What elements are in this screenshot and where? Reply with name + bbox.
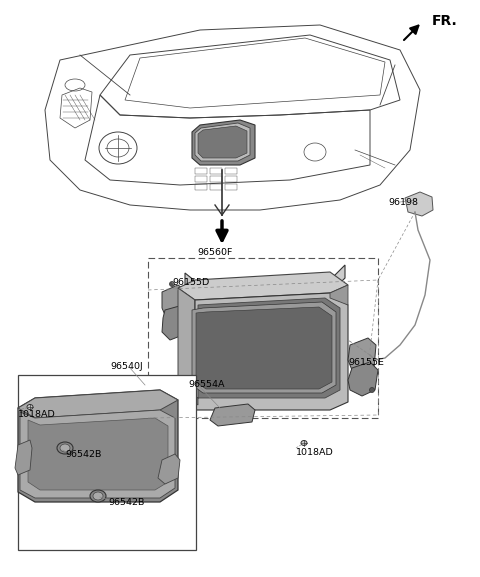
Text: 96198: 96198 xyxy=(388,198,418,207)
Bar xyxy=(225,176,237,182)
Polygon shape xyxy=(18,390,178,502)
Bar xyxy=(210,168,222,174)
Text: 96554A: 96554A xyxy=(188,380,225,389)
Polygon shape xyxy=(18,390,178,418)
Bar xyxy=(195,168,207,174)
Text: 1018AD: 1018AD xyxy=(296,448,334,457)
Circle shape xyxy=(370,388,374,392)
Bar xyxy=(210,176,222,182)
Ellipse shape xyxy=(93,492,103,500)
Polygon shape xyxy=(330,285,348,305)
Polygon shape xyxy=(405,192,433,216)
Text: 96542B: 96542B xyxy=(108,498,144,507)
Bar xyxy=(148,258,378,418)
Text: FR.: FR. xyxy=(432,14,458,28)
Polygon shape xyxy=(28,418,168,490)
Polygon shape xyxy=(185,298,340,405)
Polygon shape xyxy=(178,272,348,300)
Polygon shape xyxy=(178,293,348,410)
Bar xyxy=(225,168,237,174)
Polygon shape xyxy=(185,280,345,400)
Bar xyxy=(225,184,237,190)
Polygon shape xyxy=(195,123,250,161)
Circle shape xyxy=(169,282,175,287)
Bar xyxy=(210,184,222,190)
Polygon shape xyxy=(348,338,376,375)
Polygon shape xyxy=(162,305,187,340)
Polygon shape xyxy=(178,288,195,400)
Polygon shape xyxy=(158,454,180,484)
Polygon shape xyxy=(196,307,332,389)
Polygon shape xyxy=(192,302,336,393)
Bar xyxy=(18,375,196,550)
Text: 96155D: 96155D xyxy=(172,278,209,287)
Ellipse shape xyxy=(60,444,70,452)
Bar xyxy=(195,184,207,190)
Ellipse shape xyxy=(90,490,106,502)
Ellipse shape xyxy=(301,440,307,445)
Bar xyxy=(195,176,207,182)
Polygon shape xyxy=(348,362,378,396)
Polygon shape xyxy=(210,404,255,426)
Text: 96540J: 96540J xyxy=(110,362,143,371)
Polygon shape xyxy=(20,410,175,498)
Text: 96542B: 96542B xyxy=(65,450,101,459)
Text: 96560F: 96560F xyxy=(197,248,233,257)
Polygon shape xyxy=(198,126,247,158)
Polygon shape xyxy=(162,285,185,318)
Polygon shape xyxy=(15,440,32,475)
Polygon shape xyxy=(185,265,345,298)
Text: 96155E: 96155E xyxy=(348,358,384,367)
Ellipse shape xyxy=(27,404,33,410)
Ellipse shape xyxy=(57,442,73,454)
Text: 1018AD: 1018AD xyxy=(18,410,56,419)
Polygon shape xyxy=(192,120,255,165)
